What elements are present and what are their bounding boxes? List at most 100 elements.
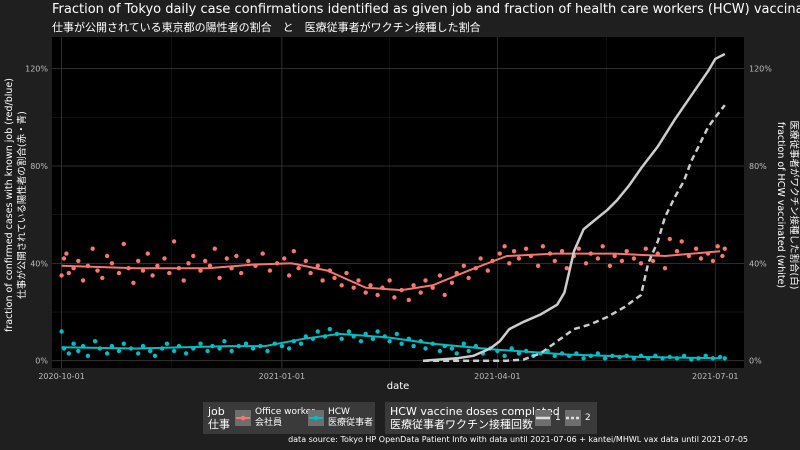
office-worker-point [588, 251, 593, 256]
office-worker-point [411, 283, 416, 288]
office-worker-point [66, 270, 72, 276]
office-worker-point [229, 266, 234, 271]
office-worker-point [418, 290, 423, 295]
office-worker-point [442, 292, 447, 298]
office-worker-point [576, 246, 581, 251]
office-worker-point [490, 258, 495, 264]
office-worker-point [516, 256, 522, 261]
hcw-point [183, 351, 189, 356]
office-worker-point [71, 266, 76, 271]
office-worker-point [638, 261, 644, 266]
hcw-point [334, 331, 340, 337]
vax-dose2-line [423, 104, 726, 362]
office-worker-point [720, 253, 725, 259]
hcw-point [588, 353, 593, 358]
office-worker-point [150, 273, 155, 278]
office-worker-point [674, 249, 680, 254]
office-worker-point [61, 256, 67, 261]
office-worker-point [612, 253, 617, 259]
office-worker-point [274, 261, 280, 266]
office-worker-point [191, 253, 196, 259]
office-worker-point [76, 258, 81, 264]
y-tick-label-left: 0% [35, 357, 48, 366]
dose1-key [535, 410, 551, 426]
office-worker-point [224, 256, 229, 261]
hcw-point [128, 346, 134, 351]
hcw-point [717, 354, 723, 360]
office-worker-point [547, 251, 553, 256]
hcw-point [495, 348, 500, 354]
hcw-point [646, 356, 651, 361]
office-worker-point [64, 251, 69, 256]
hcw-point [674, 356, 680, 361]
y-tick-label-right: 0% [749, 357, 762, 366]
hcw-point [303, 334, 308, 339]
hcw-point [653, 353, 658, 358]
office-worker-point [478, 256, 483, 261]
office-worker-point [315, 263, 320, 268]
vaccine-legend: HCW vaccine doses completed 医療従事者ワクチン接種回… [385, 402, 597, 434]
hcw-label: HCW [328, 407, 350, 417]
hcw-point [265, 348, 270, 354]
hcw-point [92, 339, 98, 344]
y-tick-label-left: 40% [30, 259, 48, 268]
hcw-point [279, 343, 285, 349]
office-worker-point [59, 273, 64, 278]
x-tick-label: 2020-10-01 [38, 372, 85, 381]
hcw-point [164, 341, 170, 346]
hcw-point [61, 346, 67, 351]
hcw-point [461, 341, 466, 346]
office-worker-point [473, 266, 478, 271]
hcw-point [136, 351, 141, 356]
office-worker-point [631, 256, 637, 261]
office-worker-point [363, 290, 368, 295]
office-worker-point [217, 275, 222, 281]
hcw-point [602, 356, 608, 361]
x-axis-title: date [387, 381, 410, 392]
hcw-point [638, 353, 644, 358]
hcw-point [80, 343, 86, 349]
office-worker-point [595, 256, 601, 261]
hcw-point [176, 343, 182, 349]
office-worker-point [698, 256, 704, 261]
office-worker-point [171, 239, 177, 244]
office-worker-label-jp: 会社員 [255, 418, 283, 428]
office-worker-point [126, 266, 131, 271]
hcw-point [430, 341, 435, 346]
hcw-point [140, 343, 146, 349]
hcw-point [236, 343, 241, 349]
hcw-point [243, 341, 249, 346]
office-worker-point [351, 285, 356, 290]
x-tick-label: 2021-04-01 [474, 372, 521, 381]
job-legend-title-jp: 仕事 [208, 418, 230, 431]
hcw-point [291, 339, 296, 344]
office-worker-point [356, 278, 361, 283]
office-worker-point [80, 278, 86, 283]
hcw-point [191, 346, 196, 351]
office-worker-point [121, 241, 127, 247]
office-worker-key [235, 410, 251, 426]
hcw-point [358, 339, 364, 344]
hcw-point [411, 343, 416, 349]
office-worker-point [485, 268, 490, 273]
hcw-point [473, 343, 478, 349]
office-worker-point [131, 280, 136, 285]
office-worker-point [116, 270, 122, 276]
office-worker-point [523, 246, 529, 251]
hcw-point [85, 353, 91, 358]
office-worker-point [619, 258, 625, 264]
dose2-key [565, 410, 581, 426]
hcw-point [399, 341, 404, 346]
hcw-label-jp: 医療従事者 [328, 418, 374, 428]
hcw-point [418, 339, 423, 344]
office-worker-point [198, 268, 203, 273]
office-worker-point [679, 239, 684, 244]
office-worker-point [564, 266, 569, 271]
office-worker-point [167, 270, 172, 276]
office-worker-point [239, 270, 244, 276]
hcw-point [198, 341, 203, 346]
office-worker-point [583, 261, 589, 266]
dose2-label: 2 [585, 413, 591, 423]
office-worker-point [368, 283, 373, 288]
office-worker-point [344, 270, 349, 276]
